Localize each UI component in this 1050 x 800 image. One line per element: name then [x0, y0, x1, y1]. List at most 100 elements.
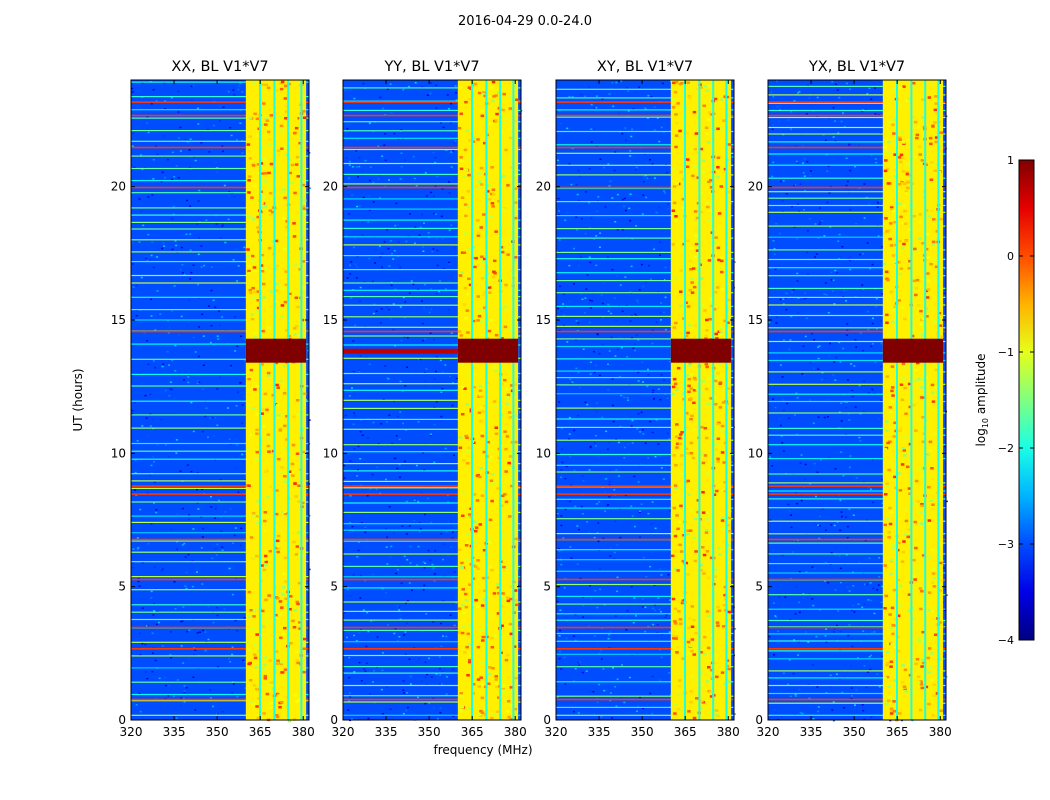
time-row	[343, 227, 521, 229]
time-row	[556, 384, 734, 386]
bright-time-row	[131, 186, 309, 189]
time-row	[343, 255, 521, 257]
panel-title-xy: XY, BL V1*V7	[596, 59, 694, 75]
y-tick-label: 5	[330, 580, 338, 594]
panel-title-yx: YX, BL V1*V7	[808, 59, 906, 75]
colorbar: 1 0 −1 −2 −3 −4	[998, 154, 1035, 647]
time-row	[768, 383, 946, 385]
time-row	[556, 595, 734, 597]
time-row	[556, 619, 734, 621]
time-row	[343, 344, 521, 346]
bright-time-row	[768, 146, 946, 149]
time-row	[556, 640, 734, 642]
time-row	[131, 693, 309, 696]
time-row	[343, 553, 521, 555]
panel-frame	[555, 79, 735, 721]
bright-time-row	[768, 330, 946, 333]
time-row	[343, 619, 521, 621]
time-row	[131, 221, 309, 223]
time-row	[343, 269, 521, 271]
bright-time-row	[768, 538, 946, 541]
x-tick-label: 335	[800, 725, 823, 739]
time-row	[131, 532, 309, 534]
time-row	[768, 633, 946, 635]
time-row	[343, 444, 521, 446]
bright-time-row	[343, 578, 521, 581]
time-row	[343, 219, 521, 221]
y-tick-label: 15	[323, 313, 338, 327]
y-tick-label: 0	[543, 713, 551, 727]
bright-time-row	[131, 485, 309, 487]
panel-frame	[767, 79, 947, 721]
waterfall-panel-xy: 320 335 350 365 380 0 5 10 15 20	[536, 79, 740, 739]
x-tick-label: 380	[504, 725, 527, 739]
time-row	[131, 385, 309, 387]
waterfall-panel-xx: 320 335 350 365 380 0 5 10 15 20	[111, 79, 315, 739]
time-row	[556, 152, 734, 154]
time-row	[556, 695, 734, 697]
time-row	[131, 274, 309, 277]
time-row	[556, 418, 734, 420]
time-row	[556, 533, 734, 535]
x-tick-label: 350	[843, 725, 866, 739]
bright-time-row	[556, 114, 734, 117]
time-row	[768, 109, 946, 112]
bright-time-row	[556, 101, 734, 103]
x-tick-label: 320	[120, 725, 143, 739]
time-row	[768, 126, 946, 129]
time-row	[343, 357, 521, 359]
time-row	[556, 325, 734, 327]
time-row	[131, 458, 309, 460]
channel-gap	[937, 80, 940, 720]
time-row	[343, 695, 521, 697]
channel-gap	[512, 80, 515, 720]
time-row	[768, 327, 946, 329]
channel-gap	[287, 80, 290, 720]
time-row	[768, 211, 946, 213]
time-row	[343, 407, 521, 409]
time-row	[768, 400, 946, 403]
time-row	[343, 372, 521, 375]
time-row	[131, 551, 309, 553]
time-row	[343, 451, 521, 453]
time-row	[768, 164, 946, 166]
bright-time-row	[768, 493, 946, 495]
time-row	[131, 576, 309, 578]
time-row	[556, 272, 734, 274]
time-row	[556, 97, 734, 99]
time-row	[343, 463, 521, 465]
channel-gap	[684, 80, 686, 720]
time-row	[343, 316, 521, 318]
time-row	[131, 373, 309, 375]
time-row	[131, 261, 309, 263]
time-row	[556, 632, 734, 635]
time-row	[131, 480, 309, 482]
time-row	[556, 280, 734, 282]
strong-burst	[457, 338, 519, 363]
time-row	[768, 458, 946, 460]
time-row	[131, 604, 309, 606]
time-row	[343, 487, 521, 489]
time-row	[768, 314, 946, 317]
time-row	[131, 251, 309, 253]
y-tick-label: 20	[536, 180, 551, 194]
bright-time-row	[768, 114, 946, 117]
bright-time-row	[556, 626, 734, 629]
figure-suptitle: 2016-04-29 0.0-24.0	[458, 14, 592, 29]
time-row	[768, 249, 946, 251]
bright-time-row	[343, 538, 521, 541]
time-row	[556, 315, 734, 317]
bright-time-row	[556, 493, 734, 495]
bright-time-row	[768, 648, 946, 650]
time-row	[131, 427, 309, 429]
time-row	[131, 343, 309, 345]
time-row	[343, 183, 521, 185]
time-row	[768, 563, 946, 565]
time-row	[343, 654, 521, 657]
time-row	[768, 677, 946, 679]
x-tick-label: 380	[929, 725, 952, 739]
time-row	[131, 180, 309, 182]
bright-time-row	[343, 114, 521, 117]
time-row	[768, 594, 946, 596]
bright-time-row	[131, 114, 309, 117]
